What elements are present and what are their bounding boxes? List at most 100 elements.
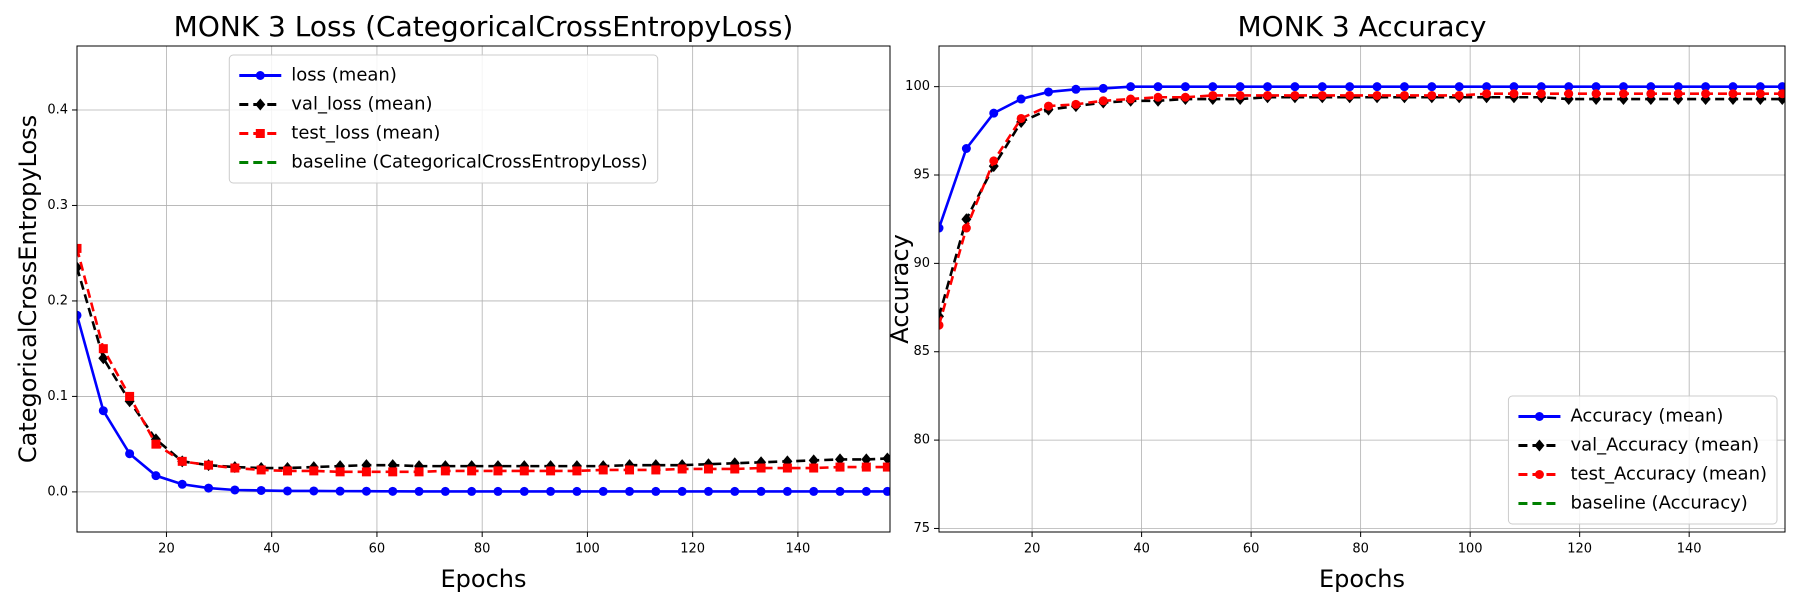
marker — [1755, 89, 1765, 99]
legend: Accuracy (mean) val_Accuracy (mean) test_A… — [1507, 395, 1778, 525]
marker — [1399, 82, 1409, 92]
legend-box — [1507, 395, 1778, 525]
y-tick-label: 0.3 — [47, 198, 68, 213]
marker — [1646, 82, 1656, 92]
marker — [598, 465, 608, 475]
marker — [1509, 89, 1519, 99]
marker — [1536, 82, 1546, 92]
marker — [1016, 94, 1026, 104]
y-tick-label: 75 — [913, 521, 930, 536]
marker — [1071, 84, 1081, 94]
x-axis-label: Epochs — [441, 565, 527, 593]
marker — [361, 467, 371, 477]
marker — [1564, 89, 1574, 99]
marker — [961, 223, 971, 233]
marker — [782, 486, 792, 496]
marker — [756, 486, 766, 496]
marker — [1482, 82, 1492, 92]
plot-frame — [76, 45, 891, 533]
marker — [1208, 90, 1218, 100]
chart-title: MONK 3 Loss (CategoricalCrossEntropyLoss… — [174, 10, 794, 43]
marker — [493, 466, 503, 476]
marker — [388, 486, 398, 496]
marker — [1427, 82, 1437, 92]
x-tick-label: 140 — [1677, 542, 1702, 557]
marker — [703, 464, 713, 474]
marker — [703, 486, 713, 496]
marker — [98, 352, 109, 365]
marker — [989, 156, 999, 166]
marker — [1591, 82, 1601, 92]
marker — [651, 486, 661, 496]
marker — [1098, 96, 1108, 106]
marker — [677, 486, 687, 496]
x-tick-label: 80 — [474, 542, 491, 557]
marker — [125, 449, 135, 459]
legend-label: baseline (Accuracy) — [1570, 493, 1747, 514]
y-tick-label: 0.0 — [47, 484, 68, 499]
series-line — [939, 85, 1783, 229]
marker — [1208, 82, 1218, 92]
marker — [1126, 94, 1136, 104]
marker — [519, 466, 529, 476]
marker — [1290, 82, 1300, 92]
legend-marker — [1534, 412, 1544, 421]
x-tick-label: 80 — [1352, 542, 1369, 557]
marker — [1290, 90, 1300, 100]
marker — [77, 261, 82, 274]
marker — [1153, 92, 1163, 102]
legend-label: test_loss (mean) — [291, 123, 440, 144]
legend-marker — [255, 71, 265, 80]
marker — [493, 486, 503, 496]
marker — [1777, 89, 1785, 99]
marker — [882, 462, 890, 472]
marker — [309, 466, 319, 476]
x-tick-label: 20 — [158, 542, 175, 557]
y-axis-label: CategoricalCrossEntropyLoss — [14, 115, 42, 463]
marker — [961, 213, 972, 226]
marker — [939, 223, 944, 233]
marker — [440, 486, 450, 496]
marker — [1399, 90, 1409, 100]
marker — [1372, 90, 1382, 100]
x-tick-label: 60 — [1243, 542, 1260, 557]
marker — [1536, 89, 1546, 99]
marker — [125, 391, 135, 401]
marker — [1673, 82, 1683, 92]
legend-marker — [1534, 470, 1544, 479]
x-axis-label: Epochs — [1319, 565, 1405, 593]
marker — [414, 467, 424, 477]
marker — [1372, 82, 1382, 92]
marker — [782, 463, 792, 473]
marker — [1098, 83, 1108, 93]
marker — [282, 466, 292, 476]
marker — [730, 486, 740, 496]
marker — [598, 486, 608, 496]
marker — [309, 486, 319, 496]
y-tick-label: 95 — [913, 168, 930, 183]
legend-marker — [1534, 439, 1545, 452]
legend-box — [228, 54, 659, 184]
marker — [1564, 82, 1574, 92]
legend: loss (mean) val_loss (mean) test_loss (mea… — [228, 54, 659, 184]
marker — [1016, 113, 1026, 123]
marker — [835, 462, 845, 472]
marker — [1673, 89, 1683, 99]
marker — [1618, 89, 1628, 99]
marker — [1044, 87, 1054, 97]
series-group — [77, 243, 890, 496]
marker — [77, 310, 82, 320]
plot-frame — [938, 45, 1786, 533]
marker — [651, 465, 661, 475]
marker — [1235, 82, 1245, 92]
legend-label: Accuracy (mean) — [1570, 406, 1723, 427]
marker — [1454, 90, 1464, 100]
marker — [1755, 82, 1765, 92]
y-tick-label: 0.2 — [47, 293, 68, 308]
marker — [756, 463, 766, 473]
y-tick-label: 85 — [913, 344, 930, 359]
marker — [835, 486, 845, 496]
marker — [730, 464, 740, 474]
marker — [519, 486, 529, 496]
